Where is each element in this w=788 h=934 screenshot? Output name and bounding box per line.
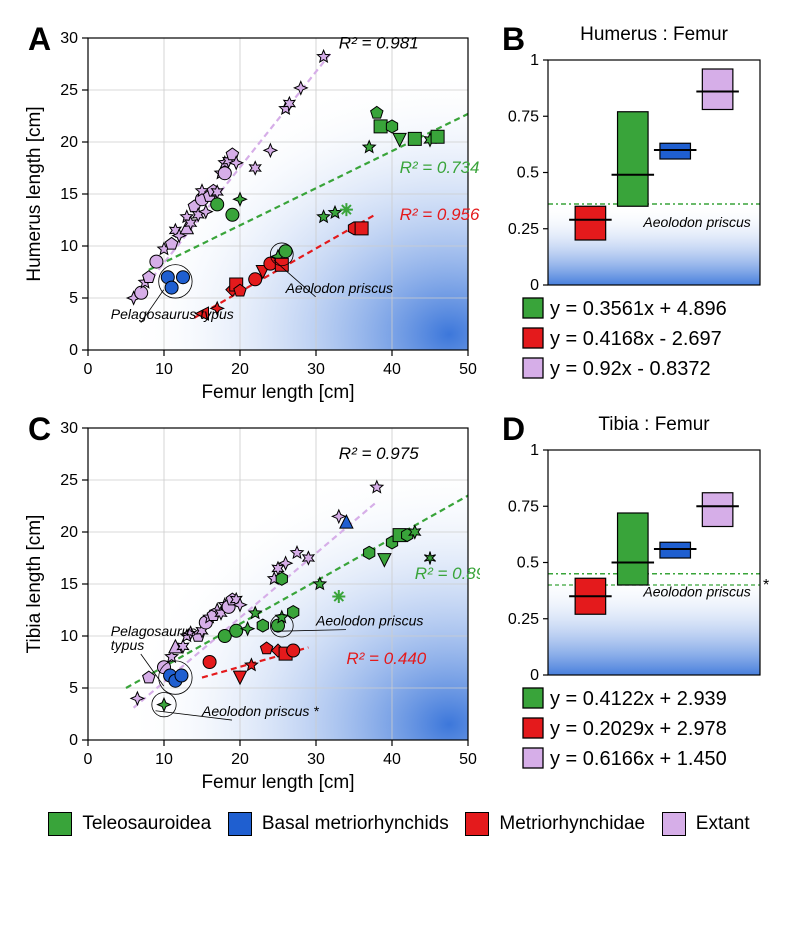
panel-d: * Aeolodon priscus 0 0.25 0.5 0.75 1 Tibia : Fe… (500, 410, 770, 800)
svg-text:40: 40 (383, 751, 401, 768)
svg-text:Aeolodon priscus: Aeolodon priscus (642, 214, 750, 230)
svg-text:0.5: 0.5 (517, 555, 539, 572)
svg-text:50: 50 (459, 751, 477, 768)
legend-swatch-extant (662, 812, 686, 836)
svg-text:y = 0.6166x + 1.450: y = 0.6166x + 1.450 (550, 748, 727, 770)
svg-text:Pelagosaurus typus: Pelagosaurus typus (111, 306, 234, 322)
svg-text:C: C (28, 411, 51, 447)
svg-text:Tibia length [cm]: Tibia length [cm] (24, 515, 45, 654)
svg-text:20: 20 (231, 361, 249, 378)
svg-text:5: 5 (69, 680, 78, 697)
svg-text:30: 30 (60, 30, 78, 47)
svg-text:B: B (502, 21, 525, 57)
svg-text:30: 30 (307, 361, 325, 378)
svg-text:R² = 0.956: R² = 0.956 (400, 205, 480, 224)
svg-text:15: 15 (60, 186, 78, 203)
legend-label-extant: Extant (696, 813, 750, 835)
svg-text:Aeolodon priscus: Aeolodon priscus (315, 613, 423, 629)
svg-text:y = 0.92x - 0.8372: y = 0.92x - 0.8372 (550, 358, 711, 380)
svg-text:30: 30 (60, 420, 78, 437)
svg-text:10: 10 (60, 238, 78, 255)
svg-text:Femur length [cm]: Femur length [cm] (201, 772, 354, 793)
row-cd: PelagosaurustypusAeolodon priscusAeolodo… (20, 410, 778, 800)
legend-swatch-teleo (48, 812, 72, 836)
figure-legend: Teleosauroidea Basal metriorhynchids Met… (20, 800, 778, 846)
svg-text:Humerus length [cm]: Humerus length [cm] (24, 106, 45, 281)
svg-text:1: 1 (530, 442, 539, 459)
svg-text:40: 40 (383, 361, 401, 378)
svg-text:R² = 0.975: R² = 0.975 (339, 444, 419, 463)
svg-text:20: 20 (60, 524, 78, 541)
svg-text:25: 25 (60, 82, 78, 99)
legend-metriorhynchidae: Metriorhynchidae (465, 812, 645, 836)
svg-text:0.5: 0.5 (517, 165, 539, 182)
svg-text:D: D (502, 411, 525, 447)
svg-text:20: 20 (60, 134, 78, 151)
svg-text:0.25: 0.25 (508, 611, 539, 628)
legend-label-basal: Basal metriorhynchids (262, 813, 449, 835)
svg-text:0: 0 (84, 361, 93, 378)
svg-text:y = 0.4122x + 2.939: y = 0.4122x + 2.939 (550, 688, 727, 710)
svg-text:0.25: 0.25 (508, 221, 539, 238)
svg-text:A: A (28, 21, 51, 57)
svg-text:15: 15 (60, 576, 78, 593)
svg-text:0: 0 (530, 667, 539, 684)
svg-text:Aeolodon priscus *: Aeolodon priscus * (201, 703, 319, 719)
row-ab: Pelagosaurus typusAeolodon priscus010203… (20, 20, 778, 410)
svg-text:R² = 0.440: R² = 0.440 (346, 649, 426, 668)
svg-text:Tibia : Femur: Tibia : Femur (598, 414, 710, 435)
legend-extant: Extant (662, 812, 750, 836)
svg-text:R² = 0.897: R² = 0.897 (415, 564, 480, 583)
svg-text:0.75: 0.75 (508, 498, 539, 515)
svg-text:30: 30 (307, 751, 325, 768)
panel-b: Aeolodon priscus 0 0.25 0.5 0.75 1 Humerus : F… (500, 20, 770, 410)
svg-text:Humerus : Femur: Humerus : Femur (580, 24, 728, 45)
svg-text:10: 10 (155, 361, 173, 378)
svg-text:0: 0 (69, 732, 78, 749)
svg-text:R² = 0.981: R² = 0.981 (339, 33, 419, 52)
svg-text:Aeolodon priscus: Aeolodon priscus (642, 584, 750, 600)
svg-text:50: 50 (459, 361, 477, 378)
panel-c: PelagosaurustypusAeolodon priscusAeolodo… (20, 410, 480, 800)
svg-text:10: 10 (60, 628, 78, 645)
svg-text:y = 0.2029x + 2.978: y = 0.2029x + 2.978 (550, 718, 727, 740)
legend-basal: Basal metriorhynchids (228, 812, 449, 836)
svg-text:20: 20 (231, 751, 249, 768)
svg-text:*: * (763, 577, 769, 594)
svg-text:0.75: 0.75 (508, 108, 539, 125)
svg-text:y = 0.3561x + 4.896: y = 0.3561x + 4.896 (550, 298, 727, 320)
svg-text:Aeolodon priscus: Aeolodon priscus (285, 280, 393, 296)
svg-text:0: 0 (530, 277, 539, 294)
svg-text:25: 25 (60, 472, 78, 489)
legend-label-metrio: Metriorhynchidae (499, 813, 645, 835)
svg-text:10: 10 (155, 751, 173, 768)
svg-text:Femur length [cm]: Femur length [cm] (201, 382, 354, 403)
legend-teleosauroidea: Teleosauroidea (48, 812, 211, 836)
svg-text:0: 0 (69, 342, 78, 359)
svg-text:typus: typus (111, 637, 144, 653)
svg-text:0: 0 (84, 751, 93, 768)
svg-text:1: 1 (530, 52, 539, 69)
svg-text:5: 5 (69, 290, 78, 307)
legend-swatch-metrio (465, 812, 489, 836)
svg-text:R² = 0.734: R² = 0.734 (400, 158, 480, 177)
legend-swatch-basal (228, 812, 252, 836)
panel-a: Pelagosaurus typus Aeolodon priscus 0 10 20 3… (20, 20, 480, 410)
svg-text:y = 0.4168x - 2.697: y = 0.4168x - 2.697 (550, 328, 722, 350)
figure-container: Pelagosaurus typusAeolodon priscus010203… (0, 0, 788, 856)
legend-label-teleo: Teleosauroidea (82, 813, 211, 835)
